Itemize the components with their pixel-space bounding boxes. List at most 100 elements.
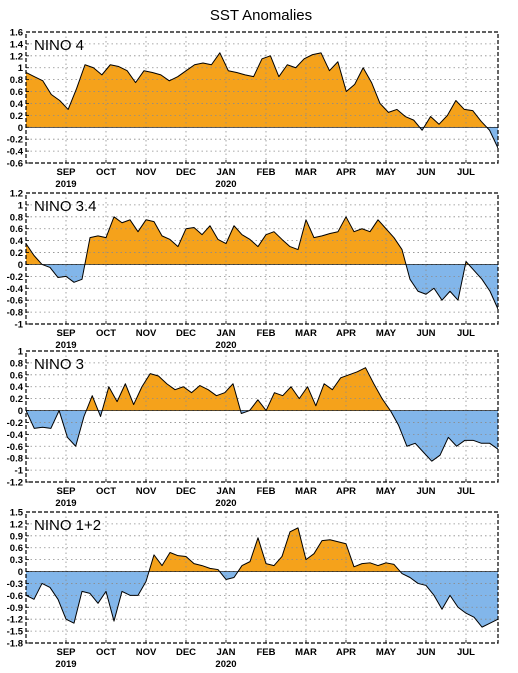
x-tick-label: NOV xyxy=(136,486,157,497)
x-tick-label: SEP xyxy=(56,167,76,178)
x-tick-label: SEP xyxy=(56,647,76,658)
x-tick-label: MAR xyxy=(295,647,317,658)
x-tick-label: JUN xyxy=(416,647,435,658)
positive-anomaly-area xyxy=(26,52,498,128)
x-tick-label: MAR xyxy=(295,328,317,339)
x-tick-label: DEC xyxy=(176,647,196,658)
x-tick-label: SEP xyxy=(56,328,76,339)
y-tick-label: -0.6 xyxy=(7,296,23,307)
y-tick-label: 0.9 xyxy=(10,531,23,542)
y-tick-label: -0.4 xyxy=(7,284,24,295)
negative-anomaly-area xyxy=(26,410,498,462)
negative-anomaly-area xyxy=(42,264,498,310)
x-tick-label: JAN xyxy=(216,167,235,178)
x-tick-label: JAN xyxy=(216,328,235,339)
y-tick-label: 1 xyxy=(18,347,24,358)
y-tick-label: 0.3 xyxy=(10,555,23,566)
y-tick-label: 1.2 xyxy=(10,51,23,62)
negative-anomaly-area xyxy=(26,571,498,628)
anomaly-series-line xyxy=(26,216,498,310)
x-year-label: 2019 xyxy=(55,179,76,190)
y-tick-label: -0.4 xyxy=(7,430,24,441)
y-tick-label: -0.8 xyxy=(7,308,23,319)
x-year-label: 2019 xyxy=(55,498,76,509)
x-tick-label: DEC xyxy=(176,328,196,339)
anomaly-series-line xyxy=(26,367,498,462)
panel-frame xyxy=(25,31,499,164)
y-tick-label: 1 xyxy=(18,63,24,74)
y-tick-label: 0 xyxy=(18,567,23,578)
y-tick-label: -0.6 xyxy=(7,159,23,170)
panel-label: NINO 3.4 xyxy=(34,198,97,215)
x-tick-label: JUL xyxy=(457,486,475,497)
panel-frame xyxy=(25,192,499,325)
panel-frame xyxy=(25,350,499,483)
positive-anomaly-area xyxy=(86,367,391,411)
x-tick-label: MAY xyxy=(376,328,397,339)
y-tick-label: 0.2 xyxy=(10,394,23,405)
x-tick-label: FEB xyxy=(257,486,276,497)
x-year-label: 2019 xyxy=(55,340,76,351)
x-tick-label: APR xyxy=(336,167,356,178)
x-tick-label: NOV xyxy=(136,328,157,339)
x-tick-label: MAR xyxy=(295,486,317,497)
x-tick-label: APR xyxy=(336,328,356,339)
x-tick-label: JAN xyxy=(216,647,235,658)
y-tick-label: 1.5 xyxy=(10,508,24,519)
panel-label: NINO 3 xyxy=(34,356,84,373)
x-tick-label: JUN xyxy=(416,167,435,178)
y-tick-label: -0.4 xyxy=(7,147,24,158)
x-tick-label: FEB xyxy=(257,328,276,339)
panel-frame xyxy=(25,511,499,644)
y-tick-label: -0.3 xyxy=(7,579,23,590)
y-tick-label: 0.2 xyxy=(10,111,23,122)
panel-label: NINO 1+2 xyxy=(34,517,101,534)
x-tick-label: JAN xyxy=(216,486,235,497)
y-tick-label: 0.6 xyxy=(10,370,23,381)
y-tick-label: -0.2 xyxy=(7,272,23,283)
x-tick-label: OCT xyxy=(96,486,116,497)
panel-1: -0.6-0.4-0.200.20.40.60.811.21.41.6 SEP OC… xyxy=(7,28,499,190)
y-tick-label: 0 xyxy=(18,123,23,134)
anomaly-series-line xyxy=(26,527,498,628)
x-tick-label: JUN xyxy=(416,486,435,497)
positive-anomaly-area xyxy=(26,216,498,265)
x-year-label: 2020 xyxy=(215,498,236,509)
x-tick-label: FEB xyxy=(257,647,276,658)
x-tick-label: OCT xyxy=(96,167,116,178)
x-tick-label: MAY xyxy=(376,486,397,497)
y-tick-label: 0.4 xyxy=(10,236,24,247)
y-tick-label: -1.5 xyxy=(7,627,24,638)
y-tick-label: 1 xyxy=(18,200,24,211)
y-tick-label: -0.2 xyxy=(7,135,23,146)
x-tick-label: FEB xyxy=(257,167,276,178)
y-tick-label: 0.2 xyxy=(10,248,23,259)
y-tick-label: 1.2 xyxy=(10,189,23,200)
x-tick-label: MAR xyxy=(295,167,317,178)
x-tick-label: APR xyxy=(336,647,356,658)
y-tick-label: 1.4 xyxy=(10,39,24,50)
y-tick-label: 0.8 xyxy=(10,212,23,223)
x-tick-label: DEC xyxy=(176,167,196,178)
panel-3: -1.2-1-0.8-0.6-0.4-0.200.20.40.60.81 SEP O… xyxy=(7,347,499,509)
x-tick-label: JUN xyxy=(416,328,435,339)
y-tick-label: 1.2 xyxy=(10,519,23,530)
y-tick-label: -1.2 xyxy=(7,615,23,626)
x-tick-label: OCT xyxy=(96,328,116,339)
x-tick-label: NOV xyxy=(136,167,157,178)
negative-anomaly-area xyxy=(419,127,498,149)
positive-anomaly-area xyxy=(148,527,401,572)
x-tick-label: MAY xyxy=(376,167,397,178)
y-tick-label: 0.8 xyxy=(10,358,23,369)
x-tick-label: APR xyxy=(336,486,356,497)
y-tick-label: -1 xyxy=(15,320,24,331)
x-tick-label: NOV xyxy=(136,647,157,658)
y-tick-label: -0.9 xyxy=(7,603,23,614)
x-year-label: 2020 xyxy=(215,179,236,190)
y-tick-label: -1.8 xyxy=(7,639,23,650)
x-tick-label: MAY xyxy=(376,647,397,658)
x-tick-label: SEP xyxy=(56,486,76,497)
y-tick-label: 0.6 xyxy=(10,543,23,554)
